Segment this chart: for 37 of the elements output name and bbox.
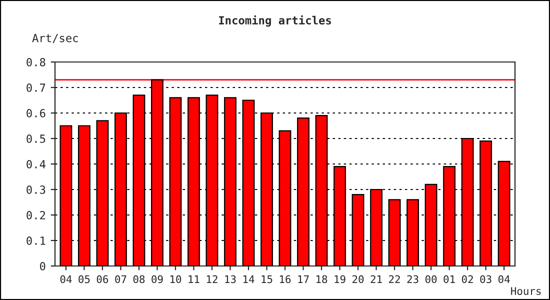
- x-axis-title: Hours: [511, 287, 541, 295]
- y-tick-label: 0.2: [26, 211, 46, 220]
- x-tick-label: 09: [152, 275, 163, 284]
- y-axis-title: Art/sec: [32, 34, 78, 44]
- x-tick-label: 11: [188, 275, 200, 283]
- x-tick-label: 04: [498, 275, 510, 284]
- x-tick-label: 21: [370, 275, 382, 283]
- x-tick-label: 19: [334, 275, 346, 284]
- x-tick-label: 20: [352, 275, 364, 284]
- y-tick-label: 0.3: [26, 186, 46, 194]
- x-tick-label: 23: [407, 275, 418, 284]
- x-tick-label: 22: [389, 275, 400, 283]
- x-tick-label: 04: [60, 275, 72, 284]
- x-tick-label: 03: [480, 275, 492, 284]
- x-tick-label: 08: [133, 275, 145, 284]
- x-tick-label: 06: [96, 275, 108, 284]
- x-tick-label: 17: [298, 275, 309, 283]
- y-tick-label: 0.8: [26, 58, 46, 66]
- x-tick-label: 12: [206, 275, 218, 283]
- chart-title: Incoming articles: [219, 15, 331, 27]
- x-tick-label: 00: [425, 275, 437, 284]
- x-tick-label: 05: [78, 275, 90, 284]
- x-tick-label: 13: [225, 275, 236, 284]
- y-tick-label: 0.4: [26, 160, 46, 168]
- x-tick-label: 10: [170, 275, 182, 284]
- x-tick-label: 14: [243, 275, 254, 283]
- y-tick-label: 0: [40, 262, 46, 270]
- x-tick-label: 02: [462, 275, 473, 284]
- x-tick-label: 18: [316, 275, 328, 284]
- x-tick-label: 07: [115, 275, 126, 284]
- y-tick-label: 0.6: [26, 109, 46, 118]
- x-tick-label: 15: [262, 275, 272, 284]
- x-tick-label: 01: [444, 275, 455, 284]
- x-tick-label: 16: [280, 275, 291, 284]
- y-tick-label: 0.1: [26, 236, 46, 245]
- y-tick-label: 0.5: [26, 134, 46, 143]
- y-tick-label: 0.7: [26, 84, 46, 92]
